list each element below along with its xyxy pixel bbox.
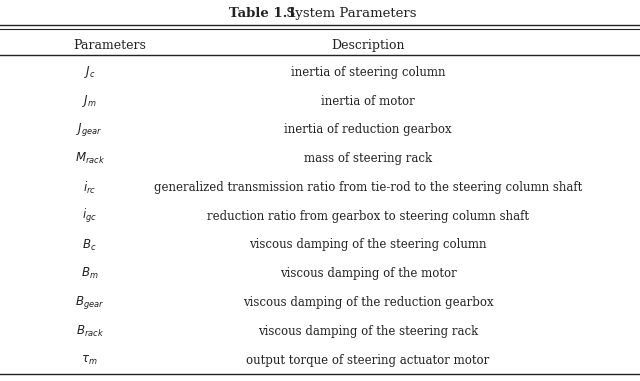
Text: generalized transmission ratio from tie-rod to the steering column shaft: generalized transmission ratio from tie-… [154,181,582,194]
Text: $J_m$: $J_m$ [82,93,97,109]
Text: $B_{rack}$: $B_{rack}$ [76,324,104,339]
Text: System Parameters: System Parameters [282,7,416,20]
Text: Parameters: Parameters [74,39,147,52]
Text: $\tau_m$: $\tau_m$ [81,354,98,367]
Text: $i_{gc}$: $i_{gc}$ [82,207,97,225]
Text: $i_{rc}$: $i_{rc}$ [83,179,96,195]
Text: reduction ratio from gearbox to steering column shaft: reduction ratio from gearbox to steering… [207,210,529,223]
Text: $B_c$: $B_c$ [83,237,97,253]
Text: viscous damping of the steering rack: viscous damping of the steering rack [258,325,478,338]
Text: viscous damping of the reduction gearbox: viscous damping of the reduction gearbox [243,296,493,309]
Text: $B_{gear}$: $B_{gear}$ [75,294,104,311]
Text: Table 1.1: Table 1.1 [229,7,297,20]
Text: $B_m$: $B_m$ [81,266,99,281]
Text: $J_c$: $J_c$ [84,64,95,80]
Text: inertia of steering column: inertia of steering column [291,66,445,79]
Text: inertia of motor: inertia of motor [321,94,415,108]
Text: mass of steering rack: mass of steering rack [304,152,432,165]
Text: output torque of steering actuator motor: output torque of steering actuator motor [246,354,490,367]
Text: Description: Description [332,39,404,52]
Text: viscous damping of the motor: viscous damping of the motor [280,267,456,280]
Text: $J_{gear}$: $J_{gear}$ [76,122,103,138]
Text: $M_{rack}$: $M_{rack}$ [74,151,105,166]
Text: viscous damping of the steering column: viscous damping of the steering column [249,239,487,251]
Text: inertia of reduction gearbox: inertia of reduction gearbox [284,123,452,136]
